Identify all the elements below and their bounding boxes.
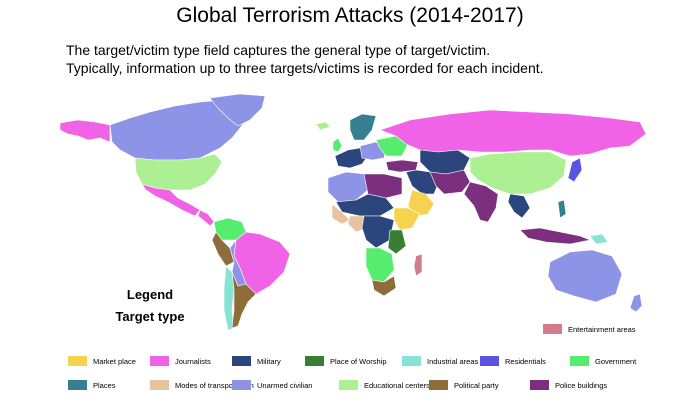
legend-label: Journalists bbox=[175, 356, 211, 366]
legend-swatch bbox=[68, 380, 87, 390]
legend-label: Place of Worship bbox=[330, 356, 387, 366]
legend-swatch bbox=[530, 380, 549, 390]
legend-swatch bbox=[150, 380, 169, 390]
legend-label: Market place bbox=[93, 356, 136, 366]
region-scandinavia bbox=[349, 113, 377, 141]
world-map bbox=[59, 93, 647, 331]
legend-swatch bbox=[402, 356, 421, 366]
legend-label: Police buildings bbox=[555, 380, 608, 390]
region-south-africa bbox=[371, 275, 397, 297]
region-madagascar bbox=[413, 253, 423, 277]
legend-swatch bbox=[480, 356, 499, 366]
region-japan bbox=[567, 157, 583, 183]
region-china bbox=[469, 151, 567, 195]
legend-label: Educational centers bbox=[364, 380, 430, 390]
legend-label: Places bbox=[93, 380, 116, 390]
legend-label: Military bbox=[257, 356, 281, 366]
subtitle-line-2: Typically, information up to three targe… bbox=[66, 60, 544, 76]
legend-item: Entertainment areas bbox=[543, 324, 636, 334]
region-argentina bbox=[231, 271, 257, 329]
legend-item: Market place bbox=[68, 356, 136, 366]
legend-item: Political party bbox=[429, 380, 499, 390]
legend-subheading: Target type bbox=[115, 309, 185, 324]
region-png bbox=[589, 233, 609, 245]
region-central-africa bbox=[361, 215, 395, 249]
legend-item: Military bbox=[232, 356, 281, 366]
region-central-america bbox=[197, 209, 215, 227]
legend-swatch bbox=[232, 356, 251, 366]
region-india bbox=[463, 181, 499, 223]
legend-item: Educational centers bbox=[339, 380, 430, 390]
region-alaska bbox=[59, 119, 111, 143]
region-australia bbox=[547, 249, 623, 303]
region-iceland bbox=[315, 121, 331, 131]
legend-item: Place of Worship bbox=[305, 356, 387, 366]
legend-swatch bbox=[68, 356, 87, 366]
legend-item: Journalists bbox=[150, 356, 211, 366]
region-southeast-asia bbox=[507, 193, 531, 219]
region-mexico bbox=[141, 183, 201, 217]
legend-label: Political party bbox=[454, 380, 499, 390]
region-russia bbox=[379, 109, 647, 157]
map-title: Global Terrorism Attacks (2014-2017) bbox=[176, 4, 524, 27]
legend-swatch bbox=[570, 356, 589, 366]
legend-label: Residentials bbox=[505, 356, 546, 366]
region-philippines bbox=[557, 199, 567, 219]
region-horn-africa bbox=[393, 207, 421, 231]
subtitle-line-1: The target/victim type field captures th… bbox=[66, 42, 491, 58]
region-uk bbox=[332, 137, 343, 153]
legend-label: Modes of transportation bbox=[175, 380, 254, 390]
region-east-africa bbox=[387, 229, 407, 255]
legend-item: Police buildings bbox=[530, 380, 607, 390]
legend-label: Entertainment areas bbox=[568, 324, 636, 334]
region-southern-africa bbox=[365, 247, 395, 283]
region-new-zealand bbox=[629, 293, 643, 313]
legend-swatch bbox=[150, 356, 169, 366]
region-west-africa bbox=[331, 203, 351, 225]
region-canada bbox=[109, 99, 251, 161]
legend-swatch bbox=[429, 380, 448, 390]
legend-swatch bbox=[305, 356, 324, 366]
legend-item: Government bbox=[570, 356, 636, 366]
legend-item: Industrial areas bbox=[402, 356, 478, 366]
map-subtitle: The target/victim type field captures th… bbox=[66, 41, 686, 77]
region-saudi bbox=[407, 189, 435, 217]
legend-label: Unarmed civilian bbox=[257, 380, 313, 390]
legend-label: Government bbox=[595, 356, 637, 366]
legend-item: Modes of transportation bbox=[150, 380, 254, 390]
region-greenland bbox=[209, 93, 266, 127]
region-iran bbox=[429, 169, 471, 195]
legend-item: Unarmed civilian bbox=[232, 380, 312, 390]
legend-swatch bbox=[543, 324, 562, 334]
region-middle-east bbox=[405, 169, 439, 195]
region-indonesia bbox=[519, 227, 591, 245]
legend-heading: Legend bbox=[126, 287, 174, 302]
legend-label: Industrial areas bbox=[427, 356, 479, 366]
region-turkey bbox=[385, 159, 419, 173]
legend-swatch bbox=[232, 380, 251, 390]
region-peru bbox=[211, 231, 235, 267]
legend-item: Residentials bbox=[480, 356, 546, 366]
region-north-africa-west bbox=[327, 171, 369, 203]
region-west-europe bbox=[334, 147, 369, 169]
legend-swatch bbox=[339, 380, 358, 390]
legend-item: Places bbox=[68, 380, 116, 390]
